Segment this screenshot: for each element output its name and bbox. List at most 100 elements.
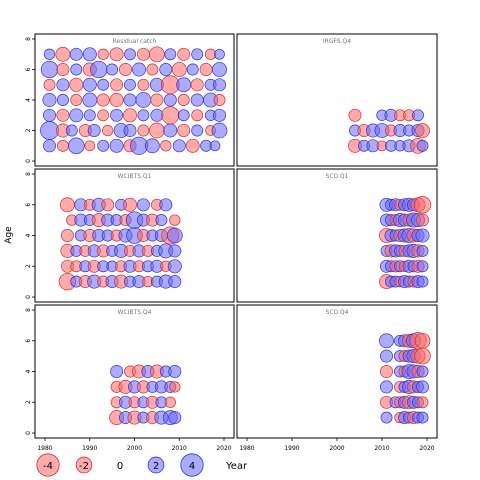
- bubble: [164, 48, 177, 61]
- bubble: [168, 411, 182, 425]
- bubble: [416, 380, 429, 394]
- bubble: [412, 109, 424, 122]
- bubble: [110, 108, 124, 122]
- panel-3: WCIBTS.Q1 0 2 4 6 8: [25, 168, 235, 303]
- bubble: [155, 214, 168, 227]
- bubble: [110, 365, 124, 378]
- y-tick-label: 8: [25, 172, 32, 176]
- bubble: [90, 60, 108, 79]
- y-tick-label: 0: [25, 295, 32, 299]
- bubble: [416, 213, 429, 227]
- panel-title: IRGFS.Q4: [323, 38, 351, 45]
- bubble: [415, 123, 430, 138]
- x-tick-label: 1980: [37, 445, 52, 452]
- bubble: [416, 260, 429, 273]
- y-tick-label: 0: [25, 159, 32, 163]
- bubble: [43, 48, 56, 60]
- bubble: [163, 123, 178, 138]
- panel-title: Residual catch: [113, 38, 157, 45]
- bubble: [109, 47, 124, 62]
- bubble: [70, 63, 83, 76]
- bubble: [414, 347, 431, 365]
- bubble: [416, 244, 429, 257]
- legend-bubble: [180, 453, 204, 477]
- panel-frame: [236, 33, 438, 167]
- bubble: [106, 63, 119, 76]
- y-tick-label: 6: [25, 67, 32, 71]
- x-tick-label: 1980: [239, 445, 254, 452]
- bubble: [119, 63, 132, 76]
- bubble: [212, 62, 227, 77]
- bubble: [348, 108, 362, 122]
- bubble-group: [348, 108, 430, 154]
- bubble: [43, 78, 56, 91]
- bubble: [137, 109, 150, 122]
- bubble: [177, 124, 191, 137]
- panel-6: SCO.Q4 1980 1990 2000 2010 2020: [236, 304, 438, 452]
- bubble: [163, 93, 177, 107]
- bubble-group: [109, 364, 182, 426]
- bubble: [42, 93, 57, 107]
- bubble: [102, 124, 114, 137]
- bubble: [56, 78, 70, 92]
- bubble: [40, 60, 59, 79]
- bubble: [166, 227, 183, 244]
- bubble: [416, 275, 429, 288]
- panel-1: Residual catch 0 2 4 6 8: [25, 33, 235, 167]
- bubble: [159, 198, 173, 212]
- bubble: [416, 139, 429, 152]
- bubble: [123, 197, 137, 212]
- x-axis-label: Year: [225, 461, 248, 472]
- bubble: [414, 332, 431, 349]
- bubble: [97, 109, 110, 122]
- bubble: [124, 78, 136, 91]
- bubble: [40, 121, 59, 140]
- x-tick-label: 2020: [216, 445, 231, 452]
- bubble: [380, 411, 393, 424]
- y-tick-label: 6: [25, 339, 32, 343]
- bubble: [413, 196, 432, 214]
- bubble: [190, 78, 204, 92]
- y-axis-label: Age: [4, 226, 14, 244]
- legend-label: 2: [153, 461, 159, 472]
- bubble: [132, 62, 146, 77]
- legend-label: 4: [189, 461, 195, 472]
- y-tick-label: 0: [25, 431, 32, 435]
- bubble: [56, 63, 70, 76]
- panel-frame: [236, 168, 438, 303]
- x-tick-label: 2000: [329, 445, 344, 452]
- legend-label: -2: [79, 461, 89, 472]
- bubble: [380, 380, 393, 394]
- bubble: [164, 396, 176, 408]
- bubble: [123, 108, 137, 123]
- bubble: [68, 137, 85, 155]
- bubble: [199, 63, 213, 76]
- panel-title: WCIBTS.Q4: [118, 309, 152, 316]
- y-tick-label: 4: [25, 233, 32, 237]
- bubble: [416, 396, 429, 409]
- bubble: [415, 228, 430, 243]
- bubble: [136, 198, 150, 212]
- bubble: [56, 108, 70, 122]
- bubble: [123, 124, 137, 137]
- bubble: [146, 63, 159, 76]
- bubble: [97, 48, 109, 60]
- bubble-group: [58, 197, 183, 291]
- bubble: [190, 93, 204, 107]
- bubble: [135, 92, 152, 108]
- bubble: [136, 47, 150, 61]
- x-tick-label: 2020: [419, 445, 434, 452]
- bubble: [69, 47, 83, 61]
- bubble: [169, 214, 181, 226]
- legend-bubble: [147, 456, 165, 474]
- bubble: [144, 138, 160, 154]
- bubble: [124, 48, 136, 61]
- bubble-group: [40, 46, 228, 155]
- bubble: [97, 139, 110, 152]
- bubble: [87, 124, 101, 137]
- panels-group: Residual catch 0 2 4 6 8 IRGFS.Q4 WCIBTS.Q1 0 2 4 6…: [25, 33, 438, 452]
- bubble-group: [379, 332, 431, 425]
- bubble: [83, 109, 96, 122]
- y-tick-label: 2: [25, 264, 32, 268]
